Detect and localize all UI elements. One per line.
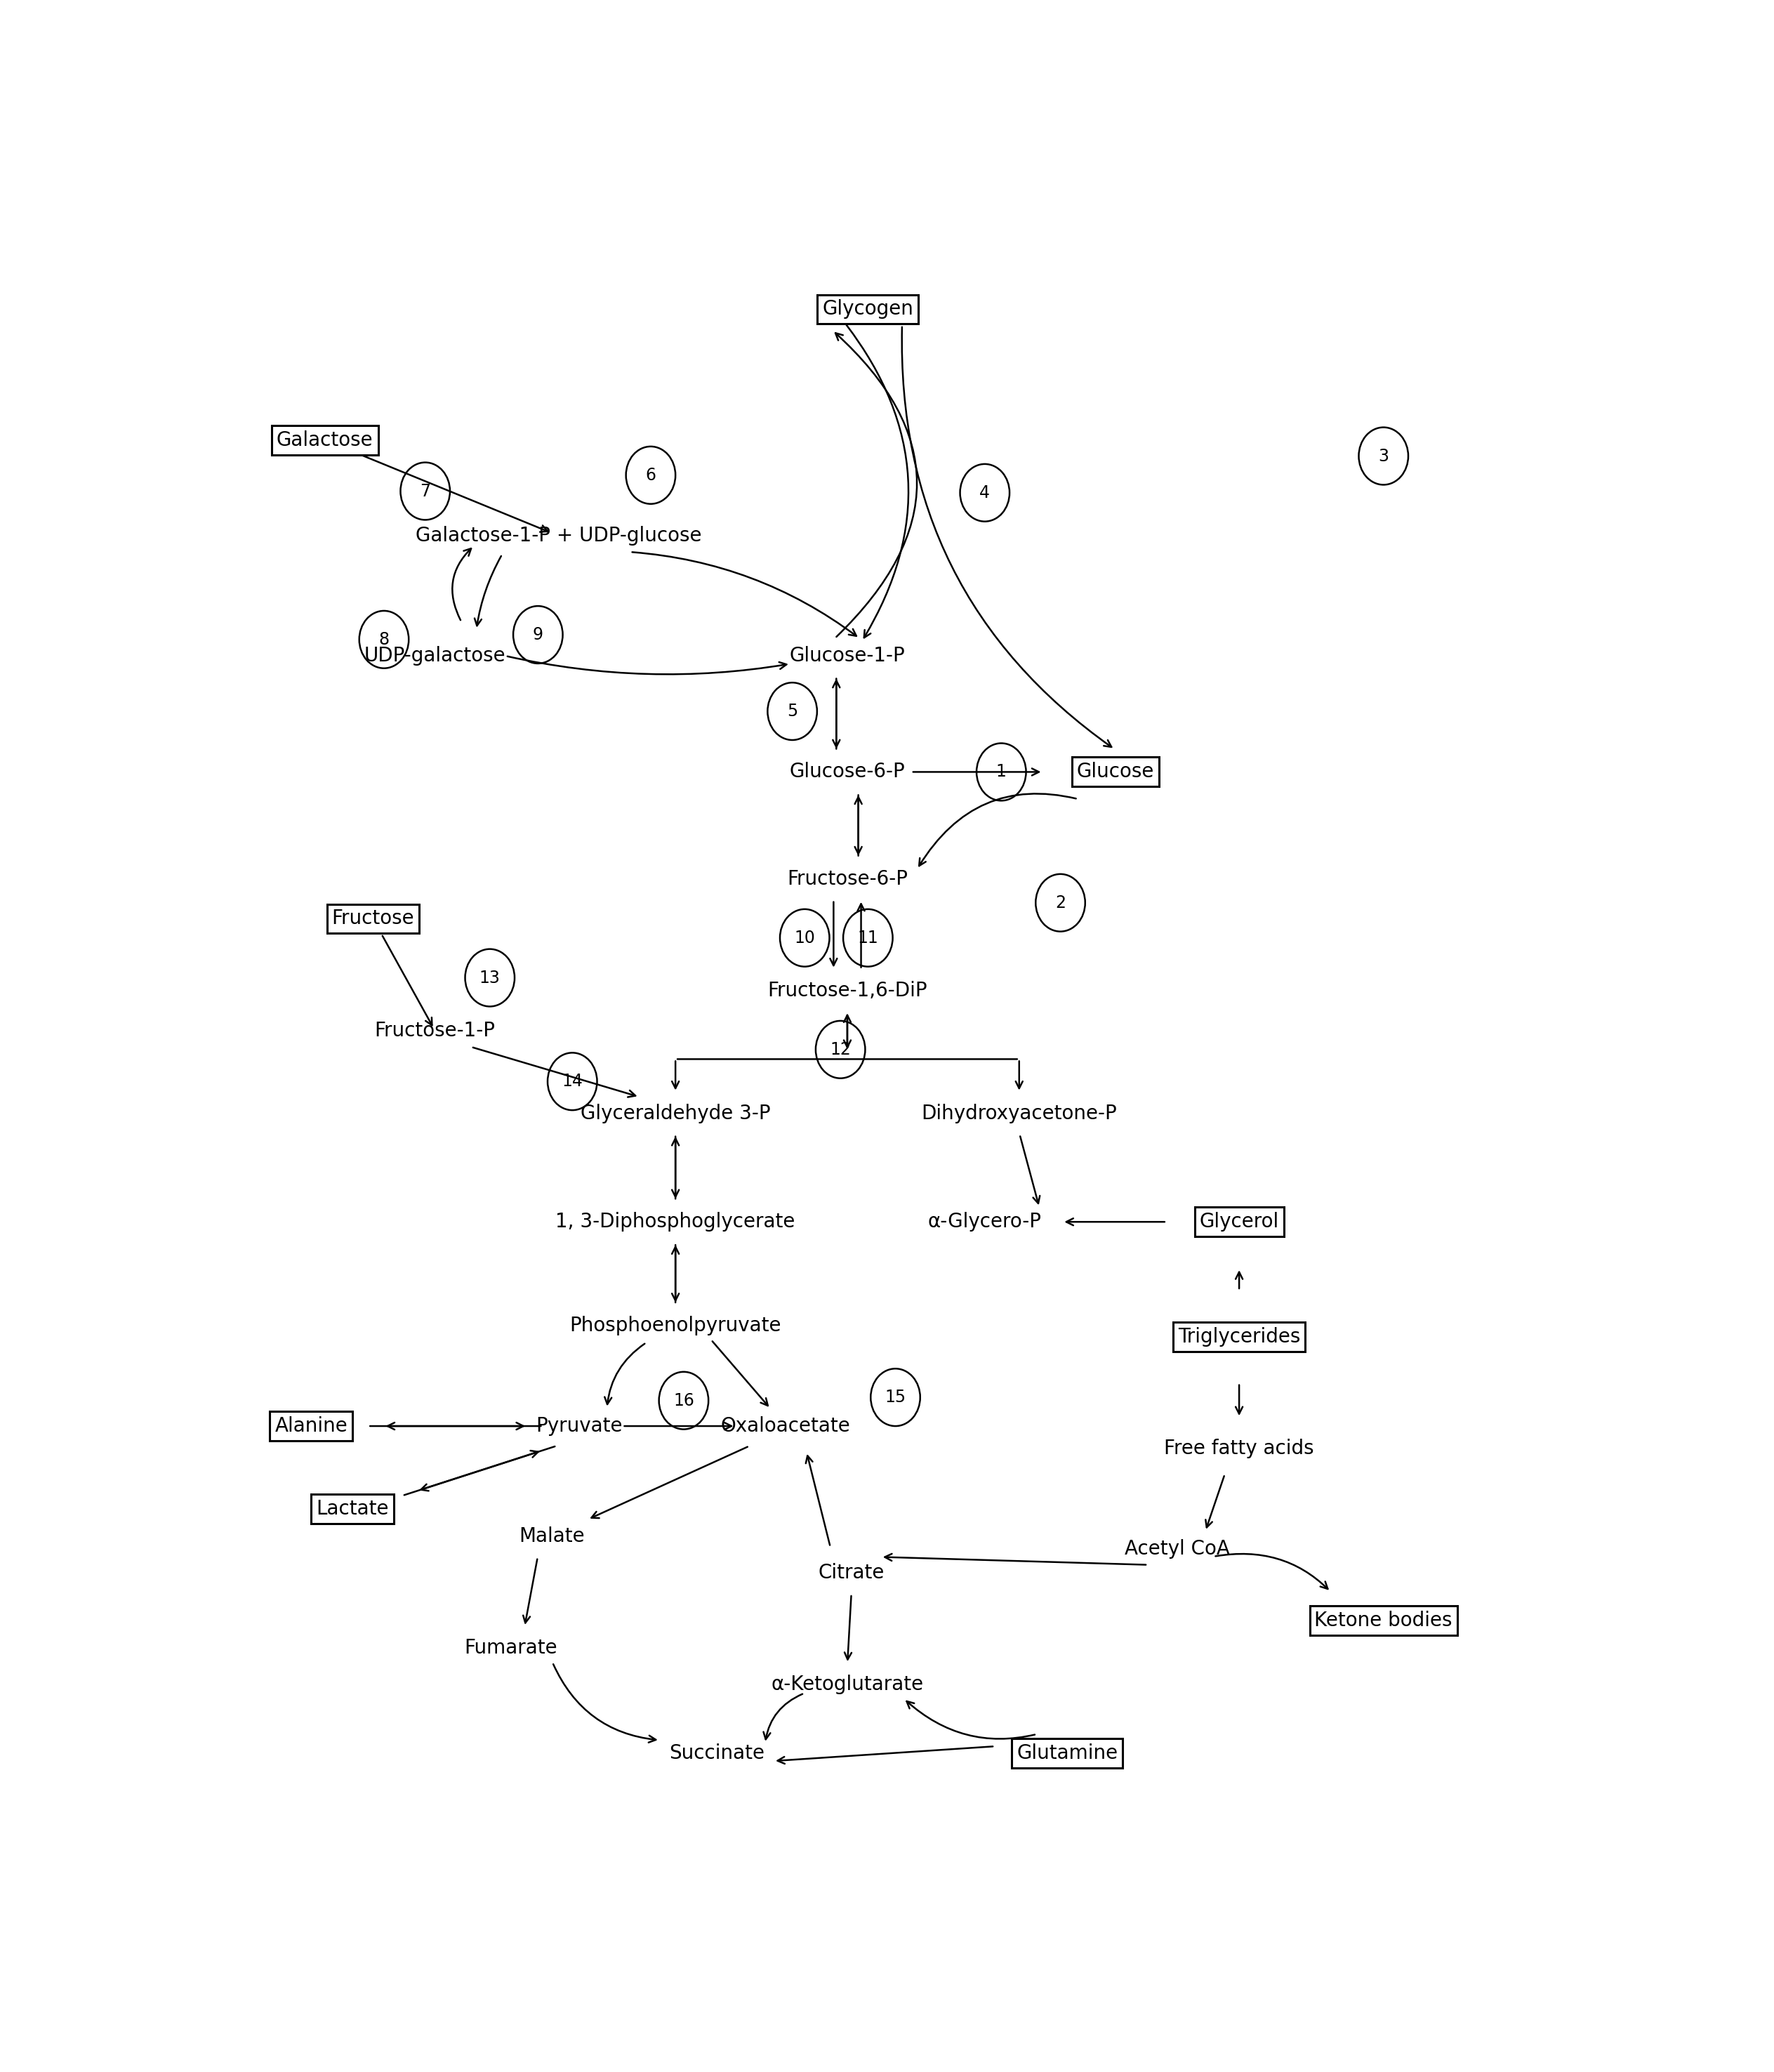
Text: Glyceraldehyde 3-P: Glyceraldehyde 3-P	[580, 1104, 770, 1123]
Text: Dihydroxyacetone-P: Dihydroxyacetone-P	[921, 1104, 1118, 1123]
Text: 8: 8	[378, 632, 389, 649]
Text: 5: 5	[788, 702, 798, 719]
Text: 1, 3-Diphosphoglycerate: 1, 3-Diphosphoglycerate	[555, 1212, 795, 1231]
Text: 7: 7	[420, 483, 431, 499]
Text: 9: 9	[532, 626, 543, 642]
Text: α-Ketoglutarate: α-Ketoglutarate	[772, 1674, 924, 1695]
Text: 13: 13	[479, 970, 500, 986]
Text: Ketone bodies: Ketone bodies	[1315, 1610, 1453, 1631]
Text: Malate: Malate	[518, 1527, 585, 1546]
Text: α-Glycero-P: α-Glycero-P	[928, 1212, 1041, 1231]
Text: Oxaloacetate: Oxaloacetate	[720, 1417, 850, 1436]
Text: 11: 11	[857, 930, 878, 947]
Text: 12: 12	[830, 1040, 852, 1059]
Text: 15: 15	[885, 1388, 907, 1405]
Text: Fructose-1,6-DiP: Fructose-1,6-DiP	[768, 980, 928, 1001]
Text: Succinate: Succinate	[669, 1743, 765, 1763]
Text: Citrate: Citrate	[818, 1562, 885, 1583]
Text: Fructose-1-P: Fructose-1-P	[374, 1021, 495, 1040]
Text: Fumarate: Fumarate	[465, 1639, 557, 1658]
Text: Galactose-1-P + UDP-glucose: Galactose-1-P + UDP-glucose	[415, 526, 703, 545]
Text: Glycerol: Glycerol	[1199, 1212, 1279, 1231]
Text: Glucose-1-P: Glucose-1-P	[789, 646, 905, 665]
Text: Alanine: Alanine	[275, 1417, 348, 1436]
Text: Fructose: Fructose	[332, 910, 415, 928]
Text: 4: 4	[979, 485, 990, 501]
Text: 16: 16	[672, 1392, 694, 1409]
Text: Glucose: Glucose	[1077, 762, 1155, 781]
Text: Glutamine: Glutamine	[1017, 1743, 1118, 1763]
Text: Pyruvate: Pyruvate	[536, 1417, 623, 1436]
Text: 6: 6	[646, 466, 656, 483]
Text: Galactose: Galactose	[277, 431, 373, 450]
Text: Lactate: Lactate	[316, 1500, 389, 1519]
Text: 1: 1	[995, 762, 1006, 781]
Text: 3: 3	[1378, 448, 1389, 464]
Text: Acetyl CoA: Acetyl CoA	[1125, 1539, 1229, 1558]
Text: Free fatty acids: Free fatty acids	[1164, 1438, 1315, 1459]
Text: Phosphoenolpyruvate: Phosphoenolpyruvate	[569, 1316, 781, 1334]
Text: Glycogen: Glycogen	[823, 300, 914, 319]
Text: UDP-galactose: UDP-galactose	[364, 646, 506, 665]
Text: Triglycerides: Triglycerides	[1178, 1326, 1300, 1347]
Text: 14: 14	[562, 1073, 584, 1090]
Text: Glucose-6-P: Glucose-6-P	[789, 762, 905, 781]
Text: Fructose-6-P: Fructose-6-P	[788, 868, 908, 889]
Text: 10: 10	[795, 930, 816, 947]
Text: 2: 2	[1056, 895, 1066, 912]
